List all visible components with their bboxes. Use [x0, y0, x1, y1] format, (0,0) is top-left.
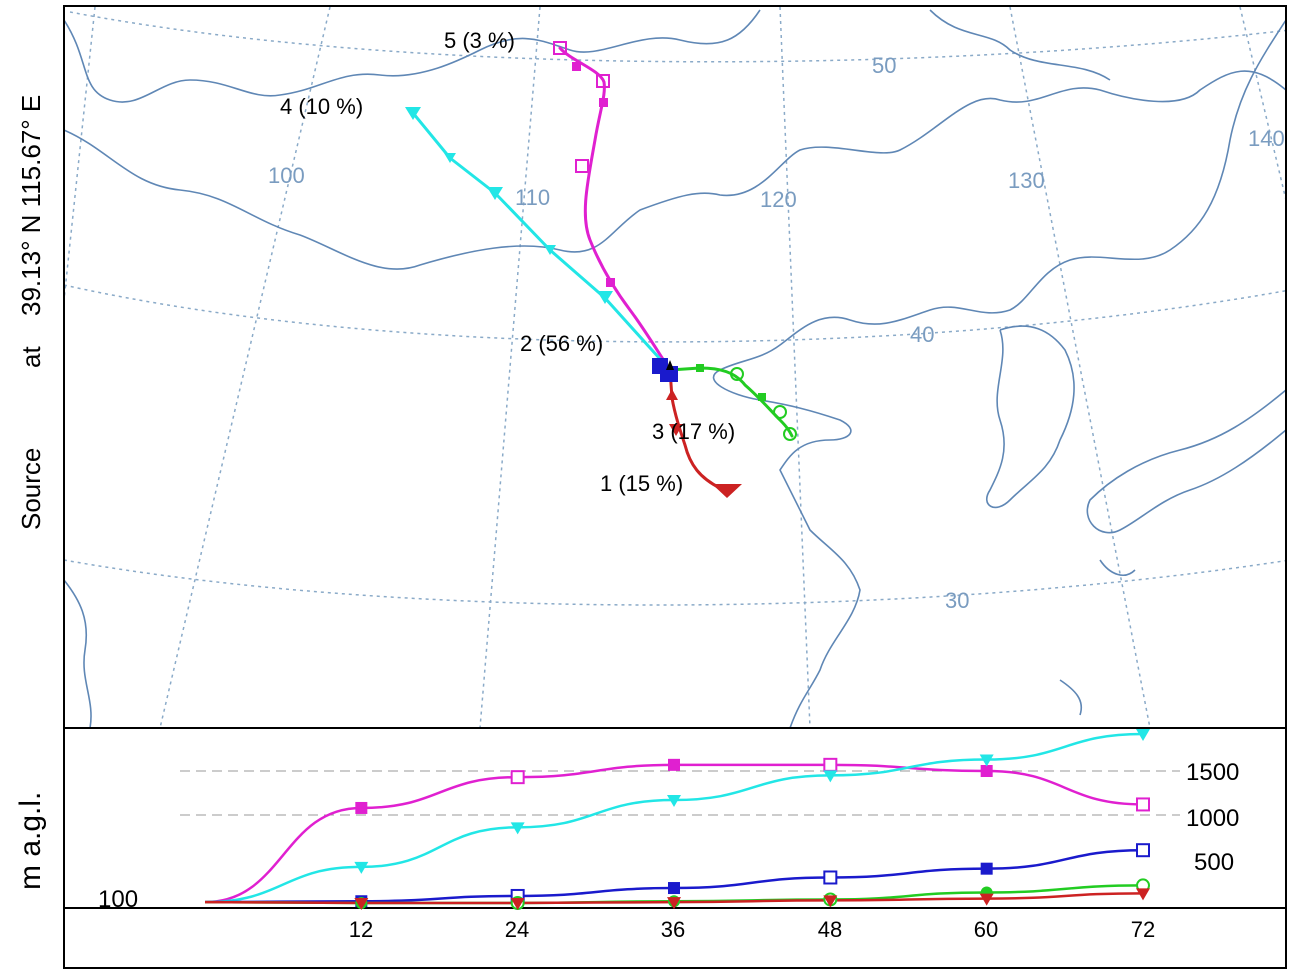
- height-ylabel: m a.g.l.: [14, 792, 47, 890]
- height-marker-3-72: [1136, 843, 1150, 858]
- height-marker-2-12: [354, 861, 369, 874]
- height-panel: 100 500 1000 1500 12 24 36 48 60 72: [63, 727, 1287, 969]
- height-marker-5-24: [510, 898, 525, 910]
- ytick-1000: 1000: [1186, 805, 1239, 832]
- trajectory-4-path: [411, 111, 672, 372]
- parallel-label-30: 30: [945, 588, 969, 613]
- height-marker-2-60: [979, 754, 994, 767]
- ytick-100: 100: [98, 886, 138, 913]
- meridian-label-110: 110: [515, 185, 550, 210]
- trajectory-3-markers: [696, 364, 797, 441]
- height-marker-3-36: [668, 882, 680, 895]
- trajectory-1-path: [668, 368, 730, 492]
- height-gridlines: [180, 770, 1180, 816]
- height-marker-2-36: [667, 795, 681, 808]
- graticule-parallels: [65, 11, 1285, 606]
- height-marker-1-48: [823, 757, 838, 772]
- xtick-72: 72: [1131, 917, 1155, 942]
- cluster-3-label: 3 (17 %): [652, 419, 735, 444]
- meridian-label-120: 120: [760, 187, 797, 212]
- at-label: at: [16, 346, 46, 368]
- height-marker-1-24: [510, 770, 525, 785]
- source-marker: [652, 358, 678, 382]
- graticule-meridians: [65, 7, 1285, 727]
- height-marker-1-72: [1136, 797, 1150, 812]
- cluster-1-label: 1 (15 %): [600, 471, 683, 496]
- coastlines-and-borders: [65, 9, 1285, 727]
- source-label: Source: [16, 448, 46, 530]
- height-marker-5-72: [1136, 888, 1150, 901]
- ytick-500: 500: [1194, 849, 1234, 876]
- height-marker-1-12: [355, 801, 368, 814]
- xtick-36: 36: [661, 917, 685, 942]
- meridian-label-140: 140: [1248, 126, 1285, 151]
- height-marker-1-60: [980, 765, 993, 777]
- cluster-5-label: 5 (3 %): [444, 28, 515, 53]
- source-coordinates: 39.13° N 115.67° E: [16, 95, 46, 316]
- height-marker-3-60: [980, 862, 993, 875]
- trajectory-4-markers: [405, 107, 613, 304]
- ytick-1500: 1500: [1186, 759, 1239, 786]
- xtick-12: 12: [349, 917, 373, 942]
- height-marker-3-48: [823, 870, 838, 885]
- height-marker-5-48: [823, 895, 838, 908]
- xtick-60: 60: [974, 917, 998, 942]
- xtick-24: 24: [505, 917, 529, 942]
- trajectory-1-markers: [666, 389, 742, 498]
- parallel-label-50: 50: [872, 53, 896, 78]
- trajectory-5-path: [558, 46, 672, 372]
- parallel-label-40: 40: [910, 322, 934, 347]
- height-marker-2-24: [510, 822, 525, 835]
- meridian-label-130: 130: [1008, 168, 1045, 193]
- height-markers: [354, 729, 1150, 910]
- height-marker-5-60: [979, 893, 994, 906]
- xtick-48: 48: [818, 917, 842, 942]
- cluster-2-label: 2 (56 %): [520, 331, 603, 356]
- height-marker-5-36: [667, 897, 681, 910]
- trajectory-5-markers: [553, 41, 615, 287]
- map-panel: 100 110 120 130 140 50 40 30: [63, 5, 1287, 729]
- height-marker-5-12: [354, 898, 369, 910]
- meridian-label-100: 100: [268, 163, 305, 188]
- height-marker-2-72: [1136, 729, 1150, 742]
- cluster-4-label: 4 (10 %): [280, 94, 363, 119]
- height-marker-2-48: [823, 770, 838, 783]
- height-marker-1-36: [668, 758, 680, 771]
